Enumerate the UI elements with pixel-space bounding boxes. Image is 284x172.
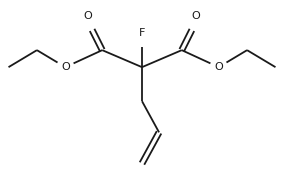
Text: O: O [61, 62, 70, 72]
Text: F: F [139, 28, 145, 38]
Text: O: O [192, 11, 200, 21]
Text: O: O [84, 11, 92, 21]
Text: O: O [214, 62, 223, 72]
